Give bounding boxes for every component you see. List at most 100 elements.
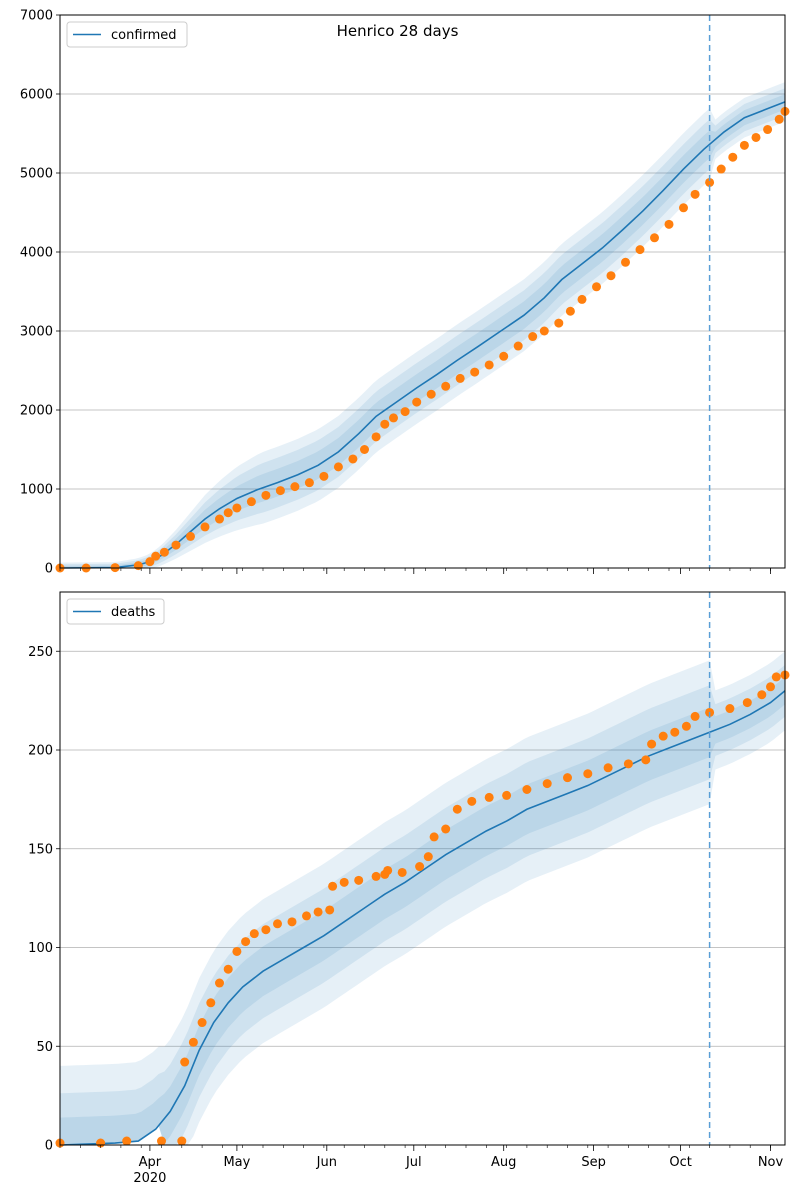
observed-point (400, 407, 410, 417)
observed-point (554, 318, 564, 328)
observed-point (319, 471, 329, 481)
observed-point (606, 271, 616, 281)
observed-point (215, 514, 224, 524)
observed-point (249, 929, 259, 939)
observed-point (679, 203, 688, 213)
y-tick-label: 0 (45, 562, 53, 577)
observed-point (197, 1018, 207, 1028)
y-tick-label: 100 (28, 941, 53, 956)
observed-point (441, 381, 451, 391)
observed-point (757, 690, 767, 700)
observed-point (502, 790, 512, 800)
observed-point (215, 978, 224, 988)
legend-box (66, 598, 165, 625)
observed-point (273, 919, 282, 929)
observed-point (690, 711, 700, 721)
observed-point (423, 852, 433, 862)
observed-point (603, 763, 613, 773)
observed-point (455, 373, 465, 383)
uncertainty-band (60, 88, 785, 568)
observed-point (333, 462, 343, 472)
observed-point (412, 397, 422, 407)
observed-point (539, 326, 549, 336)
observed-point (371, 432, 381, 442)
observed-point (177, 1136, 187, 1146)
y-tick-label: 7000 (20, 9, 53, 24)
legend-label: deaths (111, 605, 156, 620)
observed-point (563, 773, 572, 783)
x-tick-label: Sep (581, 1155, 606, 1170)
x-tick-label: Jul (405, 1155, 422, 1170)
y-tick-label: 250 (28, 645, 53, 660)
y-tick-label: 2000 (20, 404, 53, 419)
observed-point (304, 478, 314, 488)
legend: deaths (66, 598, 165, 625)
observed-point (763, 125, 773, 135)
y-tick-label: 0 (45, 1139, 53, 1154)
observed-point (484, 792, 494, 802)
observed-point (774, 114, 784, 124)
uncertainty-band (60, 664, 785, 1145)
observed-point (592, 282, 601, 292)
observed-point (275, 486, 285, 496)
observed-point (313, 907, 323, 917)
chart-title: Henrico 28 days (337, 22, 459, 40)
observed-point (186, 531, 195, 541)
observed-point (200, 522, 210, 532)
observed-point (513, 341, 523, 351)
y-tick-label: 4000 (20, 246, 53, 261)
observed-point (246, 497, 256, 507)
observed-point (484, 360, 494, 370)
legend: confirmed (66, 21, 188, 48)
median-line (59, 101, 786, 569)
observed-point (583, 769, 593, 779)
median-line (59, 690, 786, 1146)
observed-point (302, 911, 311, 921)
observed-point (542, 779, 552, 789)
x-tick-label: Oct (669, 1155, 691, 1170)
observed-point (441, 824, 451, 834)
observed-point (623, 759, 633, 769)
observed-point (171, 540, 181, 550)
observed-point (145, 557, 155, 567)
uncertainty-band (60, 82, 785, 568)
observed-point (232, 503, 242, 513)
observed-point (647, 739, 657, 749)
observed-point (157, 1136, 166, 1146)
observed-point (415, 862, 425, 872)
axes-frame (59, 591, 786, 1146)
uncertainty-band (60, 651, 785, 1145)
observed-point (206, 998, 216, 1008)
y-tick-label: 5000 (20, 167, 53, 182)
observed-point (159, 547, 169, 557)
observed-point (360, 445, 369, 454)
observed-point (223, 508, 233, 518)
observed-point (328, 881, 338, 891)
observed-point (670, 727, 680, 737)
deaths-panel: 0 50 100 150 200 250 Apr 2020 May Jun Jul Aug Sep Oct… (28, 591, 790, 1186)
y-tick-label: 6000 (20, 88, 53, 103)
uncertainty-band (60, 677, 785, 1145)
legend-box (66, 21, 188, 48)
x-tick-label: May (223, 1155, 250, 1170)
x-tick-label: Jun (316, 1155, 337, 1170)
observed-point (180, 1057, 190, 1067)
x-tick-label: Aug (491, 1155, 516, 1170)
observed-point (681, 721, 691, 731)
observed-point (565, 306, 575, 316)
observed-point (122, 1136, 132, 1146)
observed-point (261, 490, 271, 500)
observed-point (522, 785, 532, 794)
observed-point (470, 367, 480, 377)
observed-point (499, 351, 509, 361)
observed-point (371, 871, 381, 881)
observed-point (290, 482, 300, 492)
observed-point (766, 682, 775, 692)
observed-point (339, 877, 349, 887)
axes-frame (59, 14, 786, 569)
observed-point (467, 796, 477, 806)
observed-point (771, 672, 781, 682)
observed-point (664, 219, 674, 229)
observed-point (650, 233, 659, 243)
